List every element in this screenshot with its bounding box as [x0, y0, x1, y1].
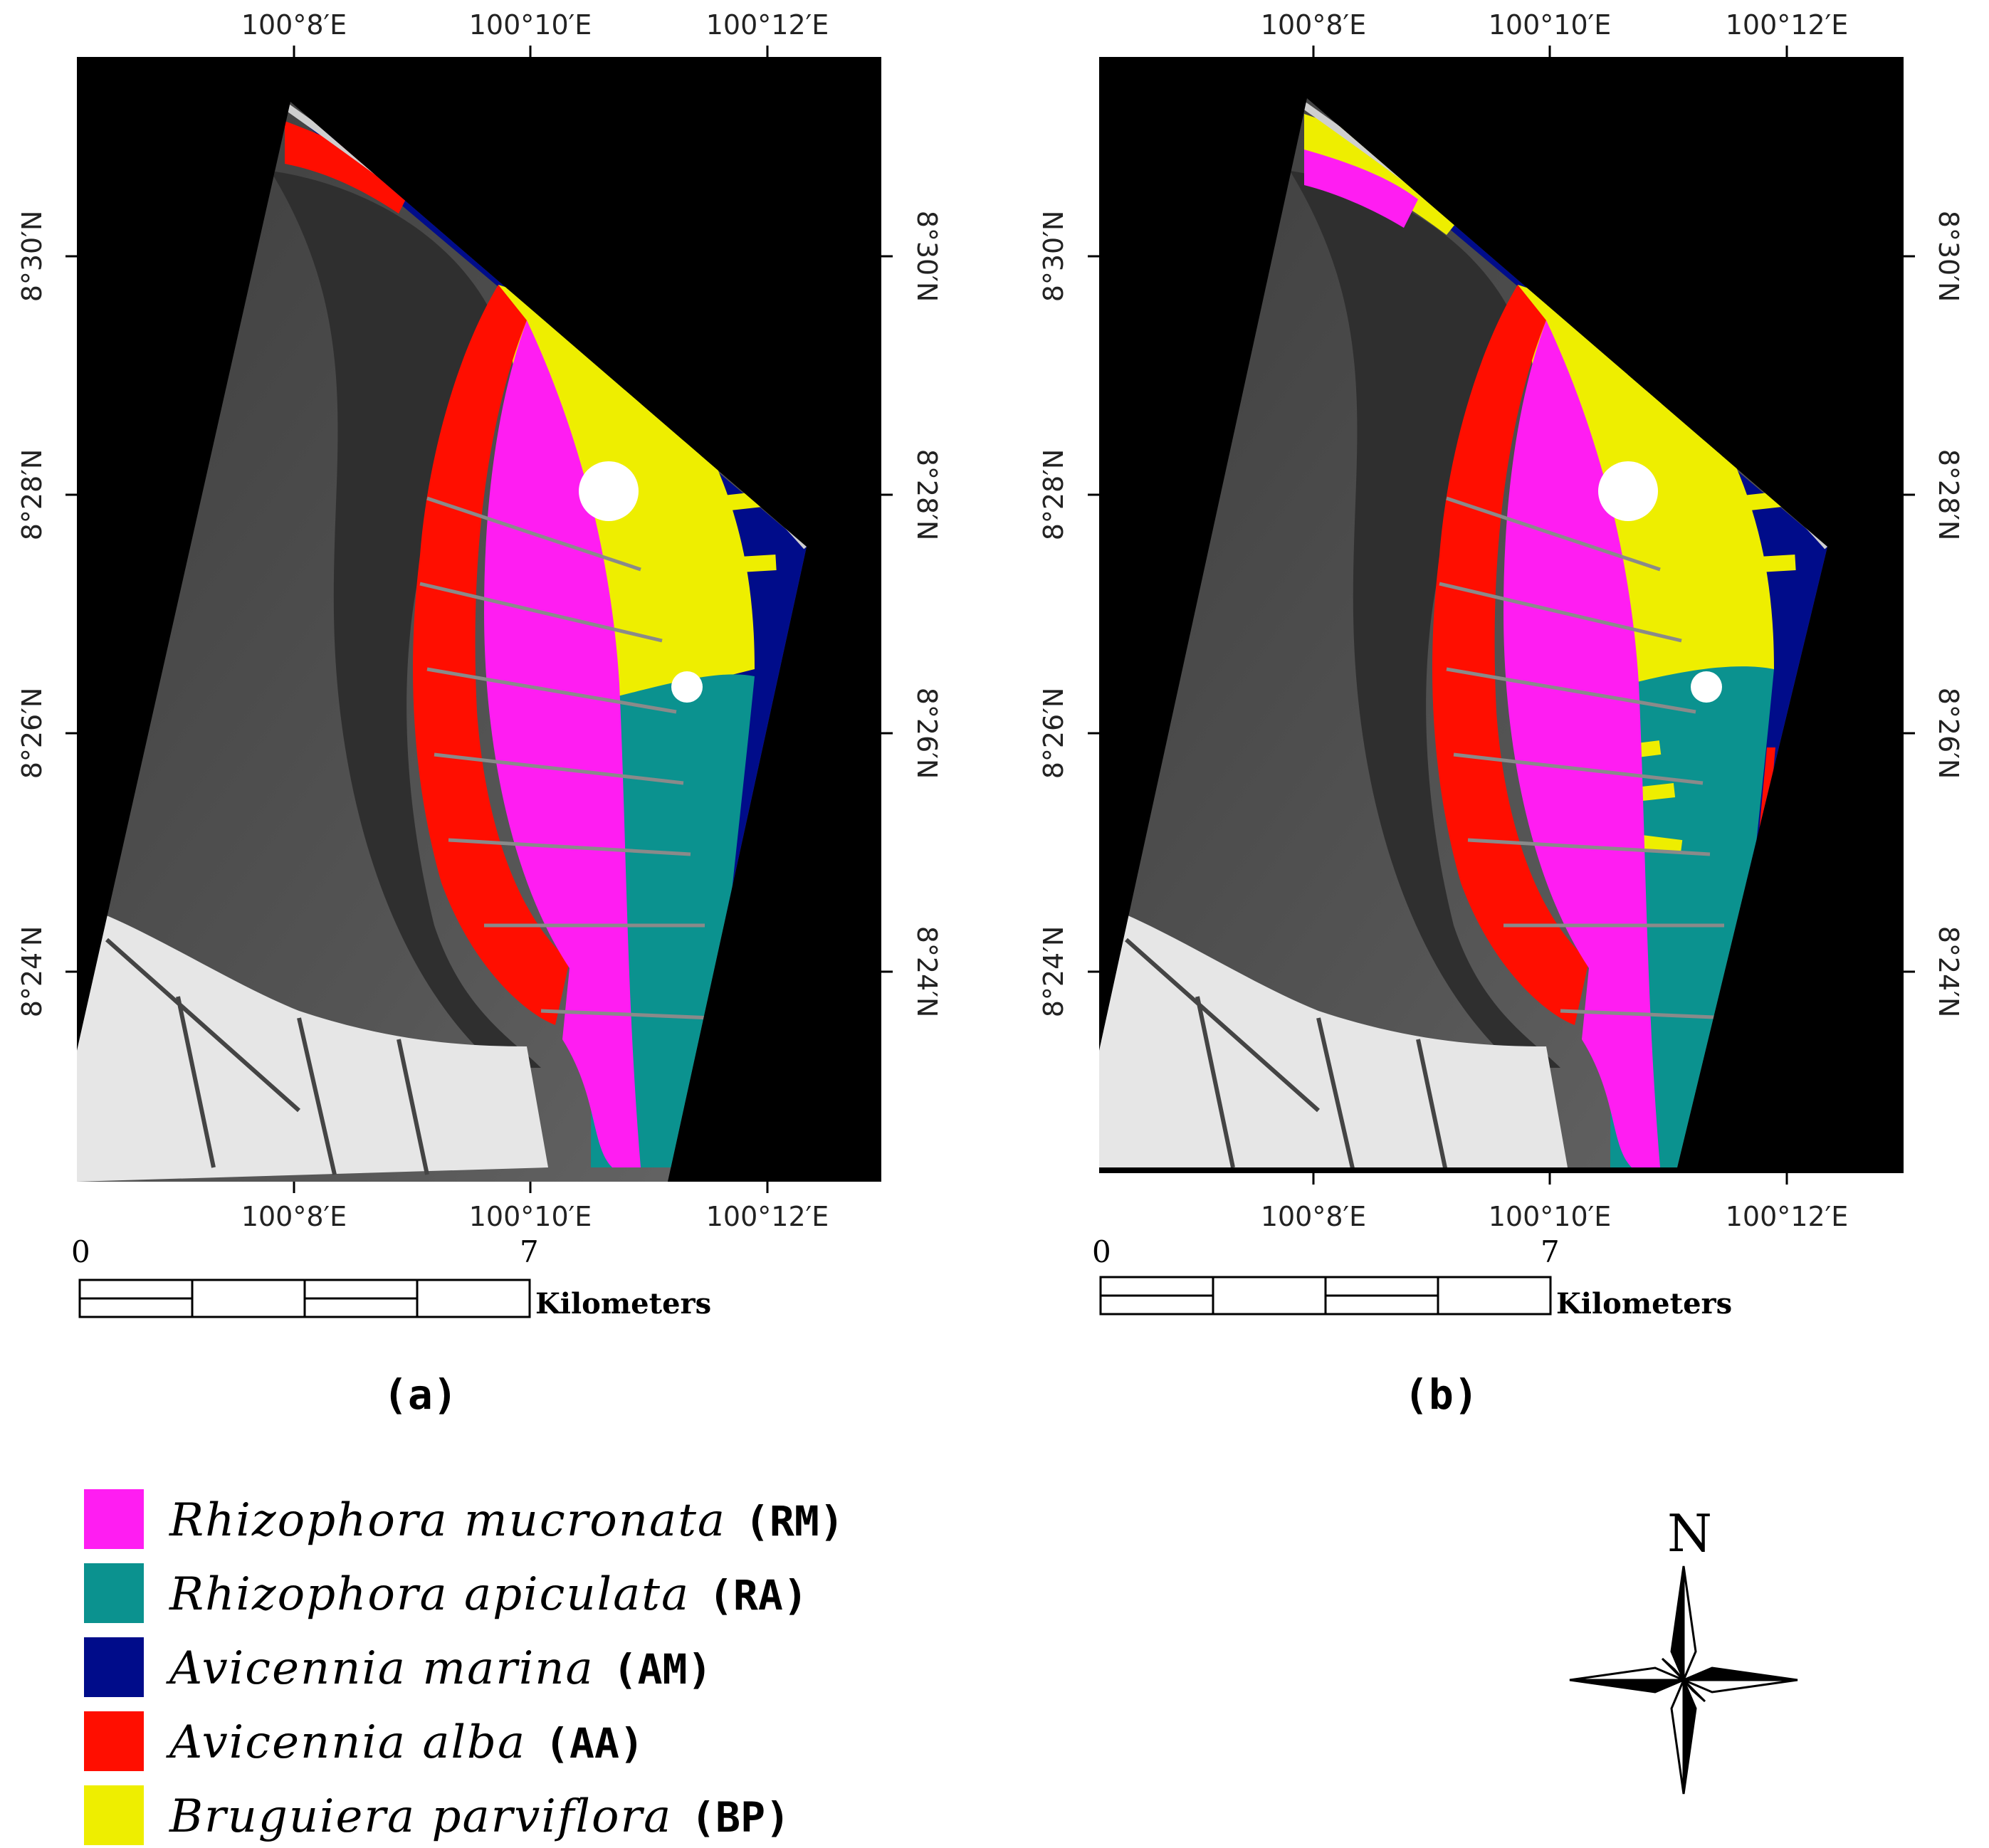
lon-label-bottom: 100°8′E [1260, 1201, 1367, 1232]
legend-swatch-RM [84, 1489, 144, 1549]
rivers [105, 938, 429, 1175]
legend-abbreviation: (RM) [745, 1497, 844, 1545]
lon-label-top: 100°10′E [1488, 9, 1612, 41]
map-panel-b: 100°8′E 100°10′E 100°12′E 100°8′E 100°10… [1019, 0, 1989, 1424]
lat-label-right: 8°28′N [911, 448, 943, 541]
panel-label-b: (b) [1404, 1370, 1479, 1419]
legend-swatch-AM [84, 1637, 144, 1697]
island-small [671, 671, 703, 703]
lon-label-top: 100°10′E [468, 9, 592, 41]
graticule-ticks [1088, 46, 1915, 1185]
lon-label-bottom: 100°10′E [1488, 1201, 1612, 1232]
legend-species-name: Bruguiera parviflora [169, 1790, 673, 1843]
lat-label-left: 8°30′N [16, 210, 48, 303]
scale-unit-label: Kilometers [1556, 1287, 1733, 1321]
scale-start-label: 0 [71, 1234, 90, 1269]
lat-label-left: 8°30′N [1038, 210, 1069, 303]
legend-item-RM: Rhizophora mucronata (RM) [84, 1488, 1009, 1552]
lon-label-top: 100°8′E [241, 9, 347, 41]
lat-label-right: 8°26′N [911, 687, 943, 779]
legend-item-BP: Bruguiera parviflora (BP) [84, 1784, 1009, 1848]
graticule-ticks [65, 46, 893, 1193]
lon-label-bottom: 100°12′E [1725, 1201, 1849, 1232]
lat-label-left: 8°26′N [1038, 687, 1069, 779]
legend-swatch-RA [84, 1563, 144, 1623]
lat-label-left: 8°24′N [1038, 925, 1069, 1018]
legend-species-name: Avicennia alba [169, 1716, 527, 1769]
compass-north-label: N [1667, 1503, 1712, 1563]
lat-label-right: 8°28′N [1933, 448, 1964, 541]
lat-label-right: 8°26′N [1933, 687, 1964, 779]
lat-label-left: 8°28′N [16, 448, 48, 541]
shore-land [1099, 904, 1568, 1167]
lon-label-bottom: 100°12′E [705, 1201, 829, 1232]
scale-end-label: 7 [520, 1234, 539, 1269]
classification-map-b [1088, 46, 1915, 1316]
island-large [579, 461, 639, 521]
panel-label-a: (a) [383, 1370, 458, 1419]
lon-label-top: 100°12′E [705, 9, 829, 41]
lat-label-right: 8°24′N [911, 925, 943, 1018]
RM-zone-north [1304, 149, 1418, 228]
north-arrow-compass-icon [1569, 1565, 1798, 1795]
lon-label-bottom: 100°10′E [468, 1201, 592, 1232]
legend-item-AA: Avicennia alba (AA) [84, 1710, 1009, 1774]
legend-abbreviation: (AM) [612, 1645, 713, 1694]
scale-unit-label: Kilometers [535, 1287, 712, 1321]
scale-bar [78, 1279, 531, 1318]
lon-label-top: 100°12′E [1725, 9, 1849, 41]
scale-end-label: 7 [1541, 1234, 1560, 1269]
classification-map-a [65, 46, 893, 1318]
lat-label-left: 8°26′N [16, 687, 48, 779]
island-large [1598, 461, 1658, 521]
legend-species-name: Rhizophora apiculata [169, 1568, 691, 1621]
legend-species-name: Rhizophora mucronata [169, 1494, 727, 1547]
legend-species-name: Avicennia marina [169, 1642, 594, 1695]
BP-streaks [618, 377, 777, 577]
legend-abbreviation: (BP) [691, 1793, 790, 1842]
legend-swatch-AA [84, 1711, 144, 1771]
channels-overlay [419, 496, 713, 1020]
channels-overlay [1439, 496, 1732, 1020]
legend-item-AM: Avicennia marina (AM) [84, 1636, 1009, 1700]
legend-item-RA: Rhizophora apiculata (RA) [84, 1562, 1009, 1626]
island-small [1691, 671, 1722, 703]
lat-label-right: 8°24′N [1933, 925, 1964, 1018]
scale-bar [1099, 1276, 1552, 1316]
lat-label-left: 8°24′N [16, 925, 48, 1018]
lon-label-top: 100°8′E [1260, 9, 1367, 41]
lon-label-bottom: 100°8′E [241, 1201, 347, 1232]
lat-label-right: 8°30′N [911, 210, 943, 303]
legend-swatch-BP [84, 1785, 144, 1845]
shore-land [77, 904, 548, 1182]
lat-label-right: 8°30′N [1933, 210, 1964, 303]
BP-streaks [1637, 377, 1796, 577]
map-panel-a: 100°8′E 100°10′E 100°12′E 100°8′E 100°10… [0, 0, 997, 1424]
AA-zone-north [285, 121, 413, 214]
legend-abbreviation: (RA) [708, 1571, 808, 1619]
lat-label-left: 8°28′N [1038, 448, 1069, 541]
rivers [1125, 938, 1449, 1167]
legend-abbreviation: (AA) [545, 1719, 644, 1768]
scale-start-label: 0 [1092, 1234, 1111, 1269]
